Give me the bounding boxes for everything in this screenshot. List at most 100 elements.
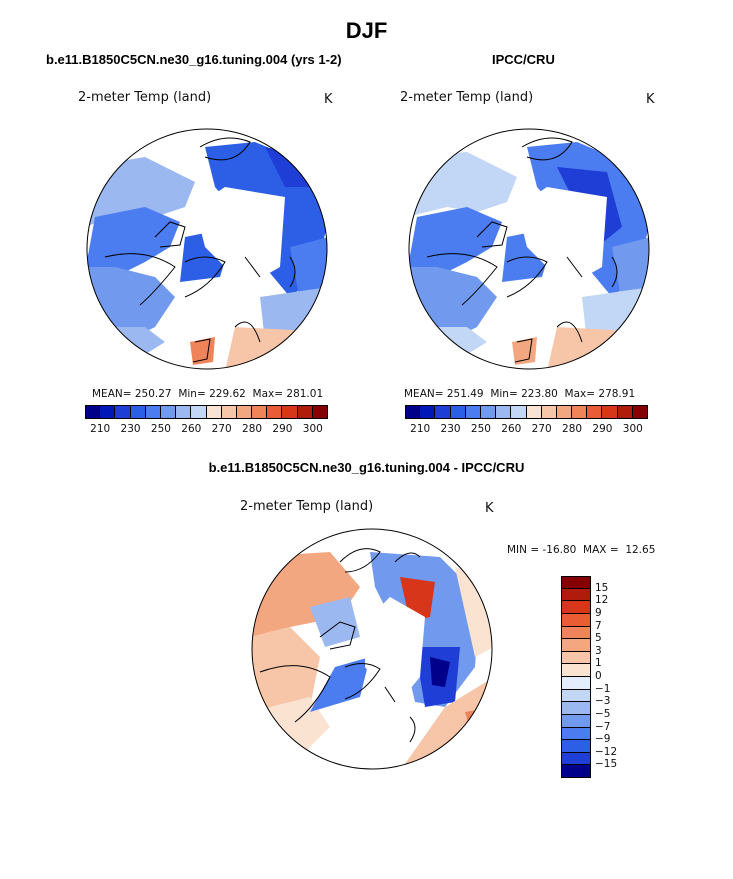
obs-colorbar-box	[602, 405, 618, 419]
model-colorbar-tick-label: 270	[211, 423, 232, 435]
obs-mean-value: 251.49	[446, 388, 484, 400]
model-colorbar-tick-label: 210	[90, 423, 111, 435]
model-colorbar-box	[176, 405, 192, 419]
obs-min-label: Min=	[490, 388, 518, 400]
diff-stats: MIN = -16.80 MAX = 12.65	[507, 544, 655, 556]
obs-min-value: 223.80	[521, 388, 558, 400]
model-colorbar-box	[312, 405, 328, 419]
obs-stats: MEAN= 251.49 Min= 223.80 Max= 278.91	[404, 388, 635, 400]
obs-colorbar-tick-label: 280	[562, 423, 583, 435]
obs-colorbar-tick-label: 260	[501, 423, 522, 435]
diff-colorbar-box	[561, 626, 591, 640]
obs-colorbar-box	[480, 405, 497, 419]
obs-max-value: 278.91	[598, 388, 636, 400]
model-colorbar-box	[160, 405, 177, 419]
diff-colorbar-tick-label: −12	[595, 745, 618, 758]
obs-colorbar-box	[496, 405, 512, 419]
model-colorbar-box	[100, 405, 116, 419]
obs-panel-title: IPCC/CRU	[492, 52, 555, 67]
diff-colorbar-tick-label: −15	[595, 758, 618, 771]
diff-colorbar-box	[561, 689, 591, 703]
model-colorbar-box	[85, 405, 101, 419]
model-map	[86, 128, 328, 370]
model-colorbar-tick-label: 300	[302, 423, 323, 435]
obs-colorbar-tick-label: 210	[410, 423, 431, 435]
model-colorbar-box	[191, 405, 207, 419]
diff-coastlines	[259, 548, 421, 743]
model-mean-label: MEAN=	[92, 388, 132, 400]
model-units-label: K	[324, 92, 333, 107]
diff-colorbar-tick-label: −3	[595, 695, 611, 708]
diff-units-label: K	[485, 501, 494, 516]
obs-colorbar-box	[632, 405, 648, 419]
model-colorbar-box	[206, 405, 222, 419]
obs-colorbar-box	[541, 405, 557, 419]
obs-colorbar-box	[420, 405, 436, 419]
diff-colorbar-tick-label: 7	[595, 619, 602, 632]
obs-colorbar-tick-label: 250	[470, 423, 491, 435]
model-colorbar-box	[236, 405, 253, 419]
model-mean-value: 250.27	[134, 388, 172, 400]
model-colorbar-box	[221, 405, 237, 419]
model-colorbar-tick-label: 250	[150, 423, 171, 435]
diff-min-label: MIN =	[507, 544, 540, 556]
diff-colorbar-tick-label: 3	[595, 644, 602, 657]
obs-colorbar-box	[405, 405, 421, 419]
diff-colorbar-box	[561, 714, 591, 728]
model-max-label: Max=	[252, 388, 284, 400]
diff-colorbar-tick-label: 0	[595, 670, 602, 682]
diff-panel-title: b.e11.B1850C5CN.ne30_g16.tuning.004 - IP…	[208, 460, 525, 475]
obs-colorbar-box	[450, 405, 466, 419]
model-max-value: 281.01	[286, 388, 324, 400]
obs-max-label: Max=	[564, 388, 596, 400]
obs-colorbar-box	[465, 405, 481, 419]
diff-colorbar-box	[561, 702, 591, 715]
diff-colorbar-box	[561, 740, 591, 753]
obs-map	[408, 128, 650, 370]
diff-colorbar-box	[561, 613, 591, 627]
model-coastlines	[104, 137, 296, 363]
model-colorbar-box	[252, 405, 268, 419]
diff-variable-label: 2-meter Temp (land)	[240, 499, 374, 514]
obs-colorbar-tick-label: 300	[622, 423, 643, 435]
model-colorbar-tick-label: 280	[242, 423, 263, 435]
diff-colorbar-box	[561, 576, 591, 589]
obs-coastlines	[426, 137, 618, 363]
obs-colorbar-box	[526, 405, 542, 419]
model-colorbar-tick-label: 260	[181, 423, 202, 435]
diff-colorbar-box	[561, 651, 591, 665]
model-stats: MEAN= 250.27 Min= 229.62 Max= 281.01	[92, 388, 323, 400]
model-panel-title: b.e11.B1850C5CN.ne30_g16.tuning.004 (yrs…	[46, 52, 342, 67]
diff-colorbar: 15 12 9 7 5 3 1 0 −1 −3 −5 −7 −9 −12 −15	[561, 576, 631, 778]
obs-colorbar: 210 230 250 260 270 280 290 300	[405, 405, 648, 439]
diff-colorbar-tick-label: 15	[595, 581, 609, 594]
model-min-label: Min=	[178, 388, 206, 400]
model-colorbar-box	[297, 405, 313, 419]
model-colorbar-tick-label: 230	[120, 423, 141, 435]
diff-colorbar-tick-label: 1	[595, 657, 602, 670]
obs-units-label: K	[646, 92, 655, 107]
diff-max-value: 12.65	[625, 544, 656, 556]
diff-colorbar-tick-label: −7	[595, 720, 611, 733]
diff-colorbar-tick-label: 12	[595, 594, 609, 607]
diff-min-value: -16.80	[542, 544, 577, 556]
model-colorbar: 210 230 250 260 270 280 290 300	[85, 405, 328, 439]
obs-colorbar-box	[617, 405, 633, 419]
obs-map-border	[408, 128, 650, 370]
obs-colorbar-tick-label: 270	[531, 423, 552, 435]
diff-colorbar-tick-label: 9	[595, 606, 602, 619]
model-colorbar-box	[267, 405, 283, 419]
diff-colorbar-box	[561, 588, 591, 602]
diff-colorbar-box	[561, 677, 591, 690]
page-title: DJF	[345, 18, 388, 43]
diff-colorbar-box	[561, 765, 591, 778]
model-colorbar-box	[282, 405, 298, 419]
obs-mean-label: MEAN=	[404, 388, 444, 400]
model-min-value: 229.62	[209, 388, 246, 400]
diff-colorbar-box	[561, 727, 591, 741]
diff-colorbar-tick-label: −9	[595, 733, 611, 746]
obs-colorbar-box	[556, 405, 573, 419]
obs-colorbar-tick-label: 290	[592, 423, 613, 435]
model-colorbar-box	[130, 405, 146, 419]
model-colorbar-tick-label: 290	[272, 423, 293, 435]
